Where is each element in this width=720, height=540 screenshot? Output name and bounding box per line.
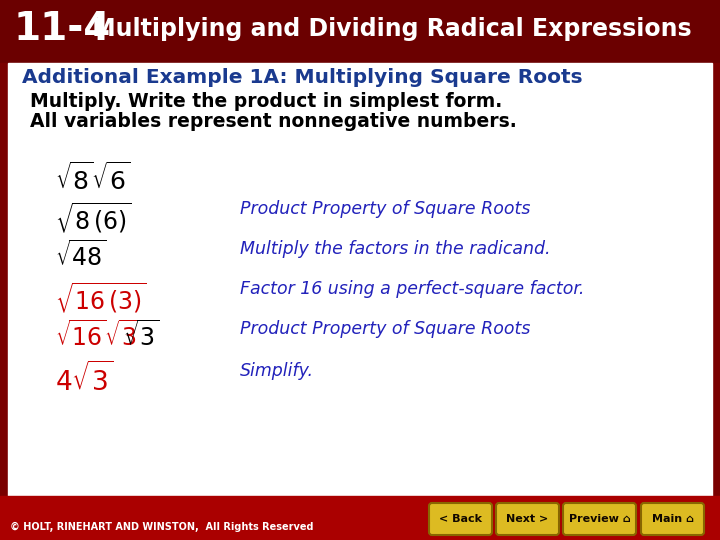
Text: Product Property of Square Roots: Product Property of Square Roots	[240, 320, 531, 338]
Text: All variables represent nonnegative numbers.: All variables represent nonnegative numb…	[30, 112, 517, 131]
Bar	[712, 63, 720, 496]
Text: Multiply the factors in the radicand.: Multiply the factors in the radicand.	[240, 240, 551, 258]
Text: $\sqrt{3}$: $\sqrt{3}$	[123, 320, 160, 350]
Text: $4\sqrt{3}$: $4\sqrt{3}$	[55, 362, 113, 397]
Text: Main ⌂: Main ⌂	[652, 514, 693, 524]
Text: Multiplying and Dividing Radical Expressions: Multiplying and Dividing Radical Express…	[84, 17, 692, 41]
Text: $\sqrt{8}\sqrt{6}$: $\sqrt{8}\sqrt{6}$	[55, 162, 130, 194]
Text: $\sqrt{16\,(3)}$: $\sqrt{16\,(3)}$	[55, 280, 147, 315]
Bar	[0, 63, 8, 496]
Text: Next >: Next >	[506, 514, 549, 524]
Bar	[0, 0, 720, 58]
Text: Simplify.: Simplify.	[240, 362, 314, 380]
Text: < Back: < Back	[439, 514, 482, 524]
Text: © HOLT, RINEHART AND WINSTON,  All Rights Reserved: © HOLT, RINEHART AND WINSTON, All Rights…	[10, 522, 313, 532]
Bar	[8, 63, 712, 496]
Text: 11-4: 11-4	[14, 10, 112, 48]
FancyBboxPatch shape	[429, 503, 492, 535]
Text: $\sqrt{48}$: $\sqrt{48}$	[55, 240, 107, 271]
Text: $\sqrt{16}\sqrt{3}$: $\sqrt{16}\sqrt{3}$	[55, 320, 141, 350]
Text: Factor 16 using a perfect-square factor.: Factor 16 using a perfect-square factor.	[240, 280, 585, 298]
Bar	[0, 496, 720, 540]
Text: Multiply. Write the product in simplest form.: Multiply. Write the product in simplest …	[30, 92, 503, 111]
FancyBboxPatch shape	[563, 503, 636, 535]
Text: Preview ⌂: Preview ⌂	[569, 514, 631, 524]
Text: Additional Example 1A: Multiplying Square Roots: Additional Example 1A: Multiplying Squar…	[22, 68, 582, 87]
Text: Product Property of Square Roots: Product Property of Square Roots	[240, 200, 531, 218]
FancyBboxPatch shape	[496, 503, 559, 535]
Text: $\sqrt{8\,(6)}$: $\sqrt{8\,(6)}$	[55, 200, 132, 235]
FancyBboxPatch shape	[641, 503, 704, 535]
